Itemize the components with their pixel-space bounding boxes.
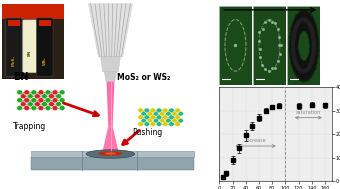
- Text: Trapping: Trapping: [13, 122, 47, 131]
- Circle shape: [38, 90, 44, 95]
- Circle shape: [38, 98, 44, 103]
- Circle shape: [159, 112, 165, 116]
- Circle shape: [153, 118, 159, 123]
- Circle shape: [144, 108, 149, 113]
- Text: BN: BN: [28, 50, 32, 56]
- Circle shape: [56, 102, 62, 107]
- Circle shape: [52, 98, 58, 103]
- Circle shape: [41, 102, 47, 107]
- Circle shape: [150, 108, 156, 113]
- FancyBboxPatch shape: [23, 20, 37, 73]
- Circle shape: [52, 90, 58, 95]
- Circle shape: [45, 90, 51, 95]
- Circle shape: [24, 90, 30, 95]
- Circle shape: [34, 102, 40, 107]
- Circle shape: [178, 112, 184, 116]
- Bar: [2, 4, 64, 19]
- Circle shape: [31, 106, 37, 111]
- Circle shape: [28, 94, 33, 99]
- Circle shape: [163, 115, 168, 119]
- Circle shape: [169, 115, 174, 119]
- Circle shape: [175, 115, 180, 119]
- Circle shape: [59, 90, 65, 95]
- Text: saturation: saturation: [296, 110, 321, 115]
- Circle shape: [144, 122, 149, 126]
- Circle shape: [31, 90, 37, 95]
- Circle shape: [159, 118, 165, 123]
- Circle shape: [169, 122, 174, 126]
- Circle shape: [138, 108, 143, 113]
- Circle shape: [17, 98, 22, 103]
- Circle shape: [52, 106, 58, 111]
- Circle shape: [156, 108, 162, 113]
- Circle shape: [169, 108, 174, 113]
- Ellipse shape: [98, 151, 123, 156]
- Polygon shape: [88, 4, 133, 57]
- Polygon shape: [102, 127, 119, 155]
- Polygon shape: [104, 72, 117, 81]
- Circle shape: [17, 106, 22, 111]
- Circle shape: [141, 112, 146, 116]
- Circle shape: [163, 122, 168, 126]
- FancyBboxPatch shape: [36, 18, 53, 77]
- Circle shape: [45, 106, 51, 111]
- Circle shape: [20, 102, 26, 107]
- Ellipse shape: [86, 150, 135, 158]
- Circle shape: [49, 102, 54, 107]
- Circle shape: [34, 94, 40, 99]
- Circle shape: [138, 122, 143, 126]
- Polygon shape: [101, 57, 120, 72]
- Polygon shape: [31, 157, 194, 170]
- Circle shape: [49, 94, 54, 99]
- Text: increase: increase: [245, 138, 266, 143]
- Circle shape: [175, 122, 180, 126]
- Circle shape: [38, 106, 44, 111]
- Circle shape: [178, 118, 184, 123]
- Text: MoS₂ or WS₂: MoS₂ or WS₂: [117, 73, 170, 82]
- Circle shape: [175, 108, 180, 113]
- Circle shape: [141, 118, 146, 123]
- Circle shape: [144, 115, 149, 119]
- Text: BN: BN: [13, 73, 29, 82]
- Circle shape: [59, 106, 65, 111]
- Text: WS₂: WS₂: [43, 56, 47, 65]
- Circle shape: [31, 98, 37, 103]
- Circle shape: [147, 118, 152, 123]
- Circle shape: [156, 122, 162, 126]
- Circle shape: [59, 98, 65, 103]
- Circle shape: [56, 94, 62, 99]
- Circle shape: [172, 118, 177, 123]
- Polygon shape: [106, 81, 115, 127]
- Circle shape: [45, 98, 51, 103]
- Text: Pushing: Pushing: [133, 128, 163, 137]
- Circle shape: [150, 122, 156, 126]
- Circle shape: [163, 108, 168, 113]
- Text: MoS₂: MoS₂: [12, 55, 16, 66]
- Bar: [39, 20, 51, 26]
- Circle shape: [166, 112, 171, 116]
- Circle shape: [41, 94, 47, 99]
- Circle shape: [17, 90, 22, 95]
- FancyBboxPatch shape: [5, 18, 22, 77]
- Circle shape: [172, 112, 177, 116]
- Circle shape: [20, 94, 26, 99]
- Circle shape: [28, 102, 33, 107]
- Circle shape: [166, 118, 171, 123]
- Circle shape: [156, 115, 162, 119]
- Circle shape: [24, 106, 30, 111]
- Circle shape: [153, 112, 159, 116]
- Circle shape: [150, 115, 156, 119]
- Circle shape: [138, 115, 143, 119]
- Bar: [8, 20, 20, 26]
- Circle shape: [24, 98, 30, 103]
- Polygon shape: [31, 151, 194, 157]
- Bar: [2, 4, 64, 79]
- Circle shape: [147, 112, 152, 116]
- Ellipse shape: [105, 152, 116, 155]
